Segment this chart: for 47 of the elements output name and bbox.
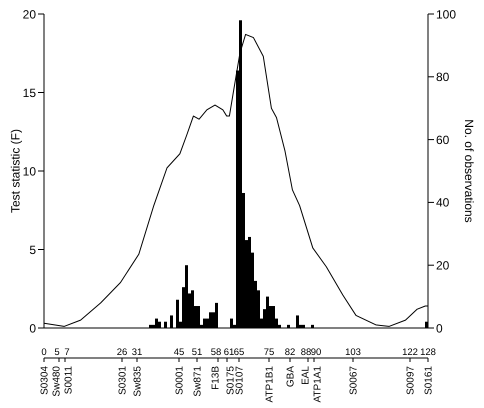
x-tick-label: 58 bbox=[210, 347, 222, 358]
x-tick-label: 51 bbox=[192, 347, 202, 358]
text: S0175 bbox=[226, 366, 236, 395]
text: S0011 bbox=[64, 366, 74, 394]
x-tick-label: 26 bbox=[116, 347, 128, 358]
x-tick-label: 31 bbox=[132, 347, 142, 358]
text: GBA bbox=[286, 366, 296, 388]
text: S0301 bbox=[118, 366, 128, 395]
x-tick-label: 0 bbox=[41, 347, 47, 358]
text: ATP1B1 bbox=[264, 366, 276, 402]
x-tick-label: 88 bbox=[300, 347, 312, 358]
text: S0161 bbox=[424, 366, 434, 395]
y-tick-label: 5 bbox=[29, 242, 36, 257]
text: EAL bbox=[300, 366, 312, 385]
y-tick-label: 20 bbox=[22, 7, 36, 22]
y2-tick-label: 60 bbox=[436, 132, 450, 147]
x-tick-label: 61 bbox=[224, 347, 234, 358]
text: S0067 bbox=[348, 366, 360, 395]
text: Sw480 bbox=[52, 366, 62, 397]
x-tick-label: 82 bbox=[284, 347, 296, 358]
text: F13B bbox=[210, 366, 222, 390]
y2-tick-label: 40 bbox=[436, 196, 450, 210]
y-tick-label: 10 bbox=[22, 164, 36, 178]
text: S0097 bbox=[406, 366, 416, 395]
y2-tick-label: 0 bbox=[436, 321, 443, 336]
text: Sw835 bbox=[132, 366, 144, 397]
x-tick-label: 7 bbox=[64, 347, 70, 358]
text: S0107 bbox=[234, 366, 246, 395]
x-tick-label: 5 bbox=[54, 347, 60, 358]
x-tick-label: 45 bbox=[174, 347, 184, 358]
text: S0001 bbox=[174, 366, 186, 395]
text: S0304 bbox=[40, 366, 50, 395]
text: Sw871 bbox=[192, 366, 204, 397]
x-tick-label: 103 bbox=[345, 347, 361, 358]
y-axis-title: Test statistic (F) bbox=[8, 128, 22, 214]
y2-tick-label: 80 bbox=[436, 70, 450, 84]
y-tick-label: 15 bbox=[22, 86, 36, 100]
y2-axis-title: No. of observations bbox=[462, 119, 476, 223]
x-tick-label: 90 bbox=[310, 347, 322, 358]
y2-tick-label: 20 bbox=[436, 258, 450, 272]
text: ATP1A1 bbox=[312, 366, 324, 402]
x-tick-label: 65 bbox=[234, 347, 244, 358]
x-tick-label: 122 bbox=[402, 347, 418, 358]
y2-tick-label: 100 bbox=[436, 7, 456, 22]
y-tick-label: 0 bbox=[29, 321, 36, 336]
x-tick-label: 75 bbox=[264, 347, 274, 358]
x-tick-label: 128 bbox=[420, 347, 436, 358]
